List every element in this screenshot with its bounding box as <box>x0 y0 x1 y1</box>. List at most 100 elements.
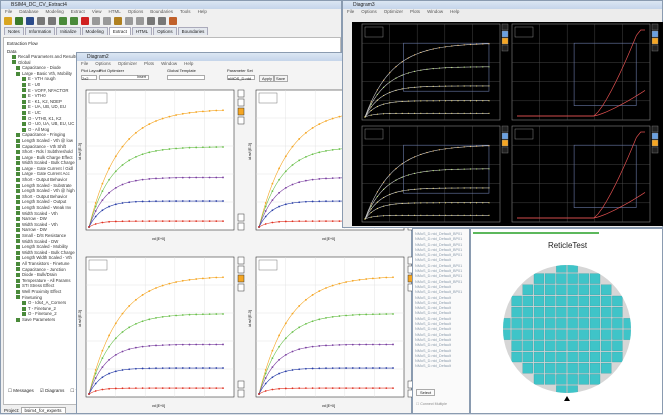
tree-item[interactable]: Global <box>12 60 78 66</box>
plot-optimizer-select[interactable] <box>99 75 149 80</box>
tree-item[interactable]: E - UA, UB, UD, EU <box>12 104 78 110</box>
menu-item[interactable]: Window <box>427 9 444 14</box>
list-item[interactable]: NMoS_D.ntd_Default_BP01 <box>415 247 463 252</box>
list-item[interactable]: NMoS_D.ntd_Default_BP01 <box>415 290 463 295</box>
tree-item[interactable]: E - UC <box>12 110 78 116</box>
tree-item[interactable]: Capacitance - Diode <box>12 65 78 71</box>
extraction-tree[interactable]: Recall Parameters and Results Global Capac… <box>12 54 78 323</box>
tree-item[interactable]: O - All Mog <box>12 127 78 133</box>
list-item[interactable]: NMoS_D.ntd_Default <box>415 316 451 321</box>
menu-item[interactable]: File <box>347 9 355 14</box>
menu-item[interactable]: Boundaries <box>150 9 174 14</box>
menu-item[interactable]: Plots <box>410 9 421 14</box>
checkbox-diagrams[interactable]: ☑ Diagrams <box>39 388 65 393</box>
tab-options[interactable]: Options <box>153 27 177 35</box>
tree-item[interactable]: Length Scaled - Substrate <box>12 183 78 189</box>
list-item[interactable]: NMoS_D.ntd_Default <box>415 359 451 364</box>
menu-item[interactable]: File <box>5 9 13 14</box>
tab-notes[interactable]: Notes <box>4 27 24 35</box>
tab-extract[interactable]: Extract <box>108 27 131 35</box>
menu-item[interactable]: Options <box>95 61 111 66</box>
tree-item[interactable]: O - U0, UA, UB, EU, UC <box>12 121 78 127</box>
plot-layout-select[interactable]: 2x2 <box>81 75 97 81</box>
tree-item[interactable]: Finetuning <box>12 295 78 301</box>
menu-item[interactable]: Help <box>197 9 207 14</box>
menu-item[interactable]: Help <box>450 9 460 14</box>
connect-multiple-checkbox[interactable]: ☐ Connect Multiple <box>416 402 448 406</box>
tab-html[interactable]: HTML <box>131 27 153 35</box>
tab-modeling[interactable]: Modeling <box>81 27 108 35</box>
tree-item[interactable]: Well Proximity Effect <box>12 289 78 295</box>
toolbar-button[interactable] <box>59 17 67 25</box>
list-item[interactable]: NMoS_D.ntd_Default <box>415 353 451 358</box>
toolbar-button[interactable] <box>26 17 34 25</box>
list-item[interactable]: NMoS_D.ntd_Default <box>415 306 451 311</box>
list-item[interactable]: NMoS_D.ntd_Default <box>415 322 451 327</box>
tree-item[interactable]: O - Finetune_2 <box>12 311 78 317</box>
tree-item[interactable]: Capacitance - Fringing <box>12 132 78 138</box>
tree-item[interactable]: E - VTH rough <box>12 76 78 82</box>
tree-item[interactable]: Large - Basic Vth, Mobility <box>12 71 78 77</box>
tree-item[interactable]: Temperature - All Params <box>12 278 78 284</box>
list-item[interactable]: NMoS_D.ntd_Default <box>415 348 451 353</box>
menu-item[interactable]: File <box>81 61 89 66</box>
list-item[interactable]: NMoS_D.ntd_Default_BP01 <box>415 263 463 268</box>
menu-item[interactable]: View <box>91 9 102 14</box>
save-button[interactable]: Save <box>273 75 289 82</box>
list-item[interactable]: NMoS_D.ntd_Default <box>415 327 451 332</box>
tree-item[interactable]: Length Scaled - Weak Inv <box>12 205 78 211</box>
wafer-map[interactable] <box>471 251 663 415</box>
global-template-select[interactable] <box>167 75 205 80</box>
menu-item[interactable]: Help <box>184 61 194 66</box>
tree-item[interactable]: Save Parameters <box>12 317 78 323</box>
tree-item[interactable]: Width Scaled - Vth <box>12 222 78 228</box>
menu-item[interactable]: Options <box>127 9 144 14</box>
tree-item[interactable]: Length Scaled - Mobility <box>12 244 78 250</box>
toolbar-button[interactable] <box>136 17 144 25</box>
list-item[interactable]: NMoS_D.ntd_Default <box>415 300 451 305</box>
tree-item[interactable]: E - K1, K2, NDEP <box>12 99 78 105</box>
tree-item[interactable]: O - Ids4_A_Corners <box>12 300 78 306</box>
toolbar-button[interactable] <box>92 17 100 25</box>
tree-item[interactable]: Short - Output Behavior <box>12 194 78 200</box>
tree-item[interactable]: E - VOFF, NFACTOR <box>12 88 78 94</box>
insert-button[interactable]: Insert <box>137 75 146 79</box>
tree-item[interactable]: All Transistors - Finetune <box>12 261 78 267</box>
tab-boundaries[interactable]: Boundaries <box>177 27 209 35</box>
menu-item[interactable]: Optimizer <box>383 9 404 14</box>
list-item[interactable]: NMoS_D.ntd_Default_BP01 <box>415 269 463 274</box>
list-item[interactable]: NMoS_D.ntd_Default_BP01 <box>415 232 463 236</box>
tree-item[interactable]: Length Scaled - Vth @ low <box>12 138 78 144</box>
toolbar-button[interactable] <box>81 17 89 25</box>
tab-information[interactable]: Information <box>24 27 56 35</box>
apply-button[interactable]: Apply <box>259 75 276 82</box>
tree-item[interactable]: Capacitance - Vth Shift <box>12 144 78 150</box>
list-item[interactable]: NMoS_D.ntd_Default <box>415 295 451 300</box>
tree-item[interactable]: Narrow - DW <box>12 216 78 222</box>
menu-item[interactable]: Modeling <box>45 9 64 14</box>
tree-item[interactable]: E - VTH0 <box>12 93 78 99</box>
tree-item[interactable]: Capacitance - Junction <box>12 267 78 273</box>
tree-item[interactable]: E - U0 <box>12 82 78 88</box>
toolbar-button[interactable] <box>103 17 111 25</box>
list-item[interactable]: NMoS_D.ntd_Default <box>415 284 451 289</box>
tab-initialize[interactable]: Initialize <box>56 27 81 35</box>
tree-item[interactable]: Width Scaled - DW <box>12 239 78 245</box>
tree-item[interactable]: STI Stress Effect <box>12 283 78 289</box>
menu-item[interactable]: Window <box>161 61 178 66</box>
list-item[interactable]: NMoS_D.ntd_Default_BP01 <box>415 253 463 258</box>
list-item[interactable]: NMoS_D.ntd_Default_BP01 <box>415 274 463 279</box>
select-button[interactable]: Select <box>416 389 436 396</box>
tree-item[interactable]: Width Scaled - Bulk Charge <box>12 250 78 256</box>
tree-item[interactable]: Length Width Scaled - Vth <box>12 255 78 261</box>
toolbar-button[interactable] <box>158 17 166 25</box>
tree-item[interactable]: Large - Bulk Charge Effect <box>12 155 78 161</box>
tree-item[interactable]: Length Scaled - Vth @ high <box>12 188 78 194</box>
menu-item[interactable]: Options <box>361 9 377 14</box>
tree-item[interactable]: Narrow - DW <box>12 227 78 233</box>
tree-item[interactable]: Short - Output Behavior <box>12 177 78 183</box>
menu-item[interactable]: Plots <box>144 61 155 66</box>
menu-item[interactable]: Extract <box>70 9 85 14</box>
tree-item[interactable]: Large - Gate Current / Gidl <box>12 166 78 172</box>
tree-item[interactable]: Width Scaled - Vth <box>12 211 78 217</box>
